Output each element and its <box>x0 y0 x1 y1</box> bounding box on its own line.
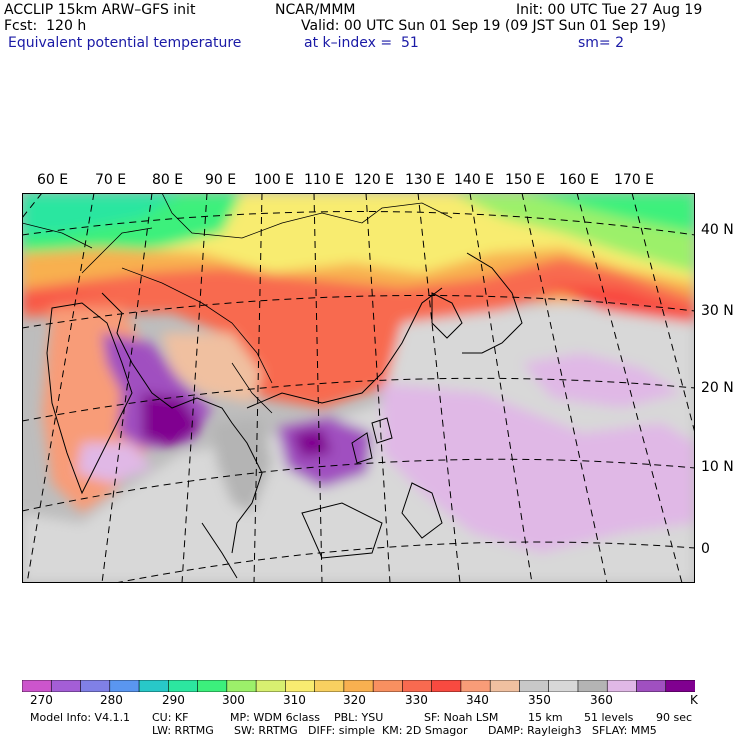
lw-scheme: LW: RRTMG <box>152 724 214 737</box>
center-label: NCAR/MMM <box>275 2 356 18</box>
colorbar-swatch <box>606 680 638 692</box>
init-time: Init: 00 UTC Tue 27 Aug 19 <box>516 2 703 18</box>
colorbar-swatch <box>197 680 228 692</box>
colorbar-swatch <box>80 680 111 692</box>
lon-label: 80 E <box>152 172 184 188</box>
coastlines <box>46 252 523 579</box>
lat-label: 20 N <box>701 380 734 396</box>
lon-label: 110 E <box>304 172 345 188</box>
colorbar-swatch <box>255 680 287 692</box>
model-info: Model Info: V4.1.1 <box>30 711 131 724</box>
colorbar-tick: 330 <box>405 693 428 707</box>
colorbar-tick: 270 <box>30 693 53 707</box>
lon-label: 100 E <box>254 172 295 188</box>
lon-label: 90 E <box>205 172 237 188</box>
lon-label: 150 E <box>505 172 546 188</box>
colorbar-swatch <box>226 680 257 692</box>
mp-scheme: MP: WDM 6class <box>230 711 320 724</box>
colorbar-swatch <box>431 680 462 692</box>
colorbar-swatch <box>22 680 53 692</box>
colorbar-swatch <box>138 680 170 692</box>
colorbar-tick: 310 <box>283 693 306 707</box>
sw-scheme: SW: RRTMG <box>234 724 298 737</box>
colorbar-tick: 290 <box>162 693 185 707</box>
resolution: 15 km <box>528 711 563 724</box>
time-step: 90 sec <box>656 711 693 724</box>
diff-scheme: DIFF: simple <box>308 724 376 737</box>
colorbar-swatch <box>50 680 82 692</box>
km-scheme: KM: 2D Smagor <box>382 724 468 737</box>
colorbar-swatch <box>168 680 199 692</box>
forecast-hour: Fcst: 120 h <box>4 18 87 34</box>
sflay-scheme: SFLAY: MM5 <box>592 724 657 737</box>
lat-label: 0 <box>701 541 710 557</box>
lat-label: 40 N <box>701 222 734 238</box>
lon-label: 140 E <box>454 172 495 188</box>
lon-label: 70 E <box>95 172 127 188</box>
colorbar-swatch <box>343 680 374 692</box>
vertical-levels: 51 levels <box>584 711 634 724</box>
colorbar-tick: 300 <box>222 693 245 707</box>
colorbar-swatch <box>489 680 521 692</box>
colorbar-swatch <box>665 680 695 692</box>
sf-scheme: SF: Noah LSM <box>424 711 499 724</box>
colorbar-swatch <box>372 680 404 692</box>
colorbar-tick: 320 <box>343 693 366 707</box>
colorbar-swatch <box>109 680 140 692</box>
colorbar-tick: 350 <box>528 693 551 707</box>
colorbar-unit: K <box>690 693 698 707</box>
field-name: Equivalent potential temperature <box>8 35 242 51</box>
colorbar-swatch <box>402 680 433 692</box>
lon-label: 160 E <box>559 172 600 188</box>
colorbar-swatch <box>314 680 345 692</box>
lat-label: 30 N <box>701 303 734 319</box>
lon-label: 130 E <box>405 172 446 188</box>
colorbar-tick: 360 <box>590 693 613 707</box>
colorbar-swatch <box>285 680 316 692</box>
colorbar-swatch <box>577 680 609 692</box>
valid-time: Valid: 00 UTC Sun 01 Sep 19 (09 JST Sun … <box>301 18 667 34</box>
colorbar-swatch <box>548 680 579 692</box>
lat-label: 10 N <box>701 459 734 475</box>
colorbar <box>22 680 695 692</box>
lon-label: 60 E <box>37 172 69 188</box>
theta-e-field <box>22 193 695 583</box>
colorbar-swatch <box>636 680 667 692</box>
colorbar-tick: 280 <box>100 693 123 707</box>
damp-scheme: DAMP: Rayleigh3 <box>488 724 582 737</box>
smoothing: sm= 2 <box>578 35 625 51</box>
model-title: ACCLIP 15km ARW–GFS init <box>4 2 196 18</box>
colorbar-tick: 340 <box>466 693 489 707</box>
lon-label: 120 E <box>354 172 395 188</box>
level-index: at k–index = 51 <box>304 35 419 51</box>
colorbar-swatch <box>519 680 550 692</box>
cu-scheme: CU: KF <box>152 711 189 724</box>
pbl-scheme: PBL: YSU <box>334 711 384 724</box>
theta-e-map <box>22 193 695 583</box>
borders <box>22 193 453 414</box>
colorbar-swatch <box>460 680 491 692</box>
lon-label: 170 E <box>614 172 655 188</box>
